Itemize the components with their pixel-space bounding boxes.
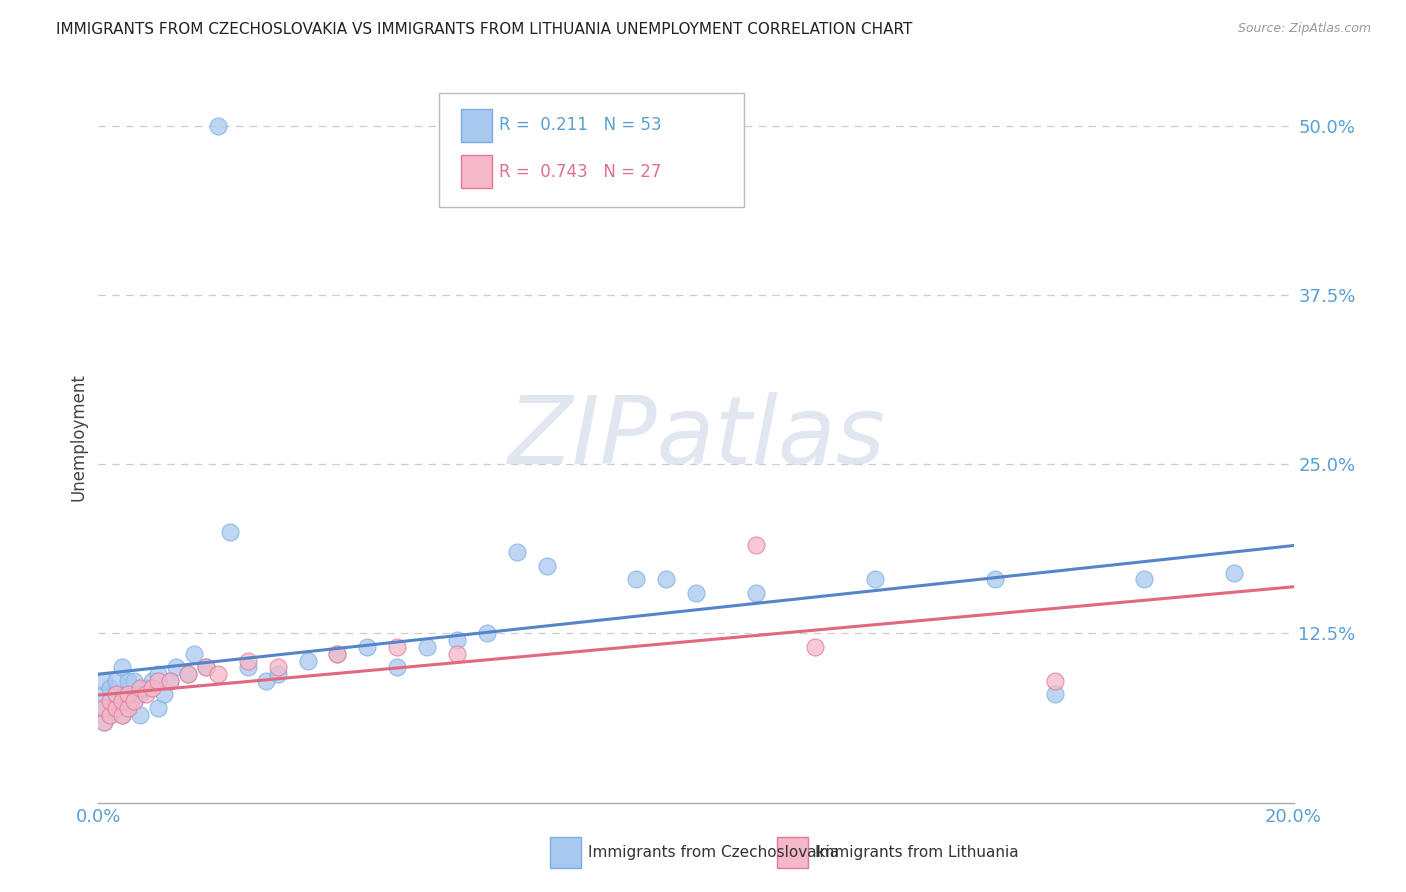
Point <box>98 694 122 708</box>
Point <box>326 647 349 661</box>
Point <box>105 701 128 715</box>
Point <box>135 681 157 695</box>
Point <box>111 660 134 674</box>
Point <box>416 640 439 654</box>
Point <box>135 688 157 702</box>
Point <box>141 673 163 688</box>
Point <box>117 688 139 702</box>
Point <box>141 681 163 695</box>
Point <box>159 673 181 688</box>
FancyBboxPatch shape <box>778 838 808 868</box>
Point <box>254 673 277 688</box>
Point <box>148 667 170 681</box>
Point <box>195 660 218 674</box>
FancyBboxPatch shape <box>550 838 581 868</box>
Point <box>506 545 529 559</box>
Point <box>536 558 558 573</box>
Point <box>98 707 122 722</box>
FancyBboxPatch shape <box>439 94 744 207</box>
Point <box>356 640 378 654</box>
Text: ZIPatlas: ZIPatlas <box>508 392 884 483</box>
Point <box>117 701 139 715</box>
Point <box>93 714 115 729</box>
Point <box>93 701 115 715</box>
Point <box>105 688 128 702</box>
Text: IMMIGRANTS FROM CZECHOSLOVAKIA VS IMMIGRANTS FROM LITHUANIA UNEMPLOYMENT CORRELA: IMMIGRANTS FROM CZECHOSLOVAKIA VS IMMIGR… <box>56 22 912 37</box>
Point <box>93 673 115 688</box>
Point <box>117 701 139 715</box>
Y-axis label: Unemployment: Unemployment <box>69 373 87 501</box>
Point <box>129 681 152 695</box>
Point <box>267 667 290 681</box>
Point <box>159 673 181 688</box>
Point <box>111 707 134 722</box>
Point <box>111 694 134 708</box>
Text: Immigrants from Czechoslovakia: Immigrants from Czechoslovakia <box>589 845 839 860</box>
Point <box>685 586 707 600</box>
Point <box>804 640 827 654</box>
Point <box>165 660 187 674</box>
Point <box>219 524 242 539</box>
Point <box>446 633 468 648</box>
Point <box>1043 673 1066 688</box>
Point <box>111 694 134 708</box>
Point <box>148 701 170 715</box>
Point <box>446 647 468 661</box>
Point <box>655 572 678 586</box>
Point <box>98 694 122 708</box>
Point <box>124 694 146 708</box>
Point <box>1223 566 1246 580</box>
Point <box>1133 572 1156 586</box>
Point <box>105 688 128 702</box>
Point <box>111 707 134 722</box>
Point <box>129 707 152 722</box>
Point <box>177 667 200 681</box>
Point <box>267 660 290 674</box>
Point <box>183 647 205 661</box>
Point <box>124 673 146 688</box>
FancyBboxPatch shape <box>461 154 492 188</box>
Point <box>98 707 122 722</box>
Point <box>865 572 887 586</box>
Point <box>385 660 409 674</box>
Point <box>195 660 218 674</box>
Point <box>177 667 200 681</box>
Point <box>1043 688 1066 702</box>
Point <box>105 701 128 715</box>
Point <box>297 654 319 668</box>
Point <box>745 586 768 600</box>
Point <box>124 694 146 708</box>
Point <box>93 714 115 729</box>
FancyBboxPatch shape <box>461 109 492 143</box>
Point <box>745 538 768 552</box>
Text: Source: ZipAtlas.com: Source: ZipAtlas.com <box>1237 22 1371 36</box>
Point <box>129 688 152 702</box>
Point <box>98 681 122 695</box>
Point <box>93 701 115 715</box>
Text: R =  0.211   N = 53: R = 0.211 N = 53 <box>499 117 661 135</box>
Point <box>117 688 139 702</box>
Point <box>148 673 170 688</box>
Point <box>153 688 176 702</box>
Point <box>984 572 1007 586</box>
Point <box>93 688 115 702</box>
Text: R =  0.743   N = 27: R = 0.743 N = 27 <box>499 162 661 180</box>
Point <box>626 572 648 586</box>
Point <box>117 673 139 688</box>
Point <box>236 660 259 674</box>
Point <box>236 654 259 668</box>
Point <box>385 640 409 654</box>
Point <box>207 119 229 133</box>
Point <box>475 626 498 640</box>
Point <box>326 647 349 661</box>
Text: Immigrants from Lithuania: Immigrants from Lithuania <box>815 845 1019 860</box>
Point <box>105 673 128 688</box>
Point <box>207 667 229 681</box>
